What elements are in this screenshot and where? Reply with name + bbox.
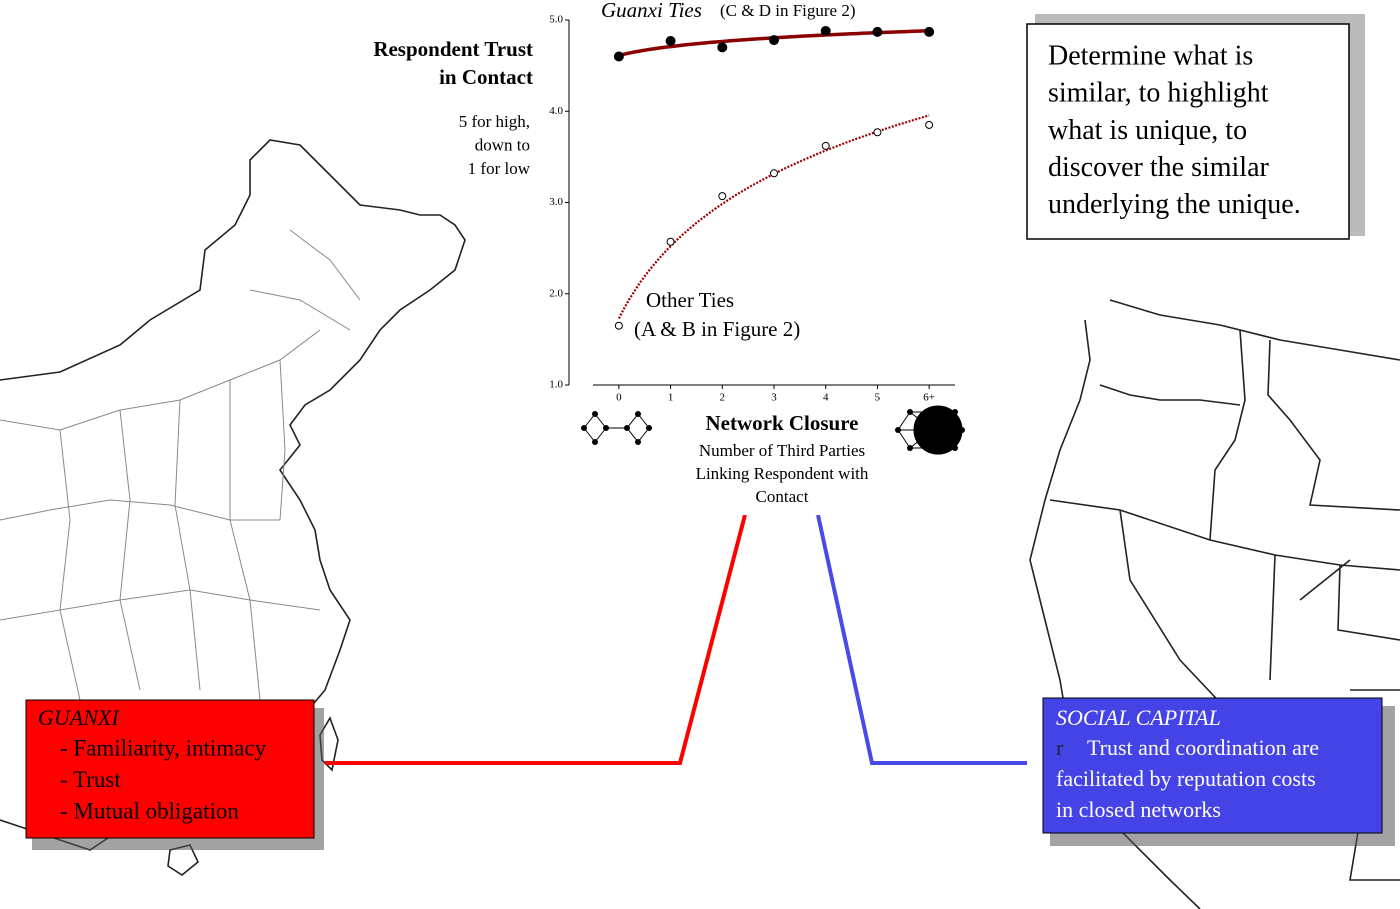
y-note: 5 for high,	[459, 112, 530, 131]
quote-line: what is unique, to	[1048, 115, 1247, 146]
network-icon-sparse	[581, 411, 652, 445]
y-tick-label: 1.0	[549, 379, 563, 391]
series-note: (C & D in Figure 2)	[720, 1, 856, 20]
guanxi-item: - Familiarity, intimacy	[60, 735, 267, 760]
trend-line	[617, 114, 930, 320]
data-point	[613, 51, 624, 62]
quote-line: discover the similar	[1048, 152, 1270, 183]
series-note: (A & B in Figure 2)	[634, 317, 800, 341]
y-tick-label: 3.0	[549, 196, 563, 208]
y-note: down to	[475, 135, 530, 154]
chart-bg	[535, 0, 975, 515]
quote-box	[1026, 23, 1350, 240]
data-point	[925, 120, 934, 129]
x-sublabel: Contact	[756, 487, 809, 506]
x-tick-label: 6+	[923, 392, 935, 404]
data-point	[820, 25, 831, 36]
y-label: in Contact	[439, 65, 533, 89]
sc-lines: Trust and coordination are facilitated by…	[1056, 735, 1319, 822]
data-point	[717, 42, 728, 53]
x-tick-label: 2	[720, 392, 726, 404]
series-label: Guanxi Ties	[601, 0, 702, 22]
sc-title: SOCIAL CAPITAL	[1056, 705, 1221, 730]
quote-text: Determine what is similar, to highlight wh…	[1048, 40, 1301, 220]
guanxi-items: - Familiarity, intimacy - Trust - Mutual o…	[60, 735, 267, 823]
data-point	[924, 26, 935, 37]
blue-connector	[816, 514, 1027, 765]
data-point	[821, 141, 830, 150]
data-point	[770, 169, 778, 178]
y-tick-label: 4.0	[549, 105, 563, 117]
guanxi-item: - Trust	[60, 767, 121, 792]
quote-line: underlying the unique.	[1048, 189, 1301, 220]
data-point	[665, 35, 676, 46]
sc-line: Trust and coordination are	[1087, 735, 1319, 760]
social-capital-box	[1042, 697, 1383, 834]
red-connector	[325, 514, 747, 765]
sc-line: facilitated by reputation costs	[1056, 766, 1316, 791]
guanxi-box	[25, 699, 315, 839]
x-tick-label: 0	[616, 392, 622, 404]
sc-marker: r	[1056, 735, 1064, 760]
y-label: Respondent Trust	[373, 37, 533, 61]
data-point	[873, 128, 882, 137]
guanxi-title: GUANXI	[38, 705, 120, 730]
data-point	[614, 321, 623, 330]
guanxi-item: - Mutual obligation	[60, 798, 239, 823]
x-tick-label: 4	[823, 392, 829, 404]
y-tick-label: 5.0	[549, 14, 563, 26]
x-sublabel: Linking Respondent with	[696, 464, 869, 483]
x-sublabel: Number of Third Parties	[699, 441, 865, 460]
x-tick-label: 5	[875, 392, 881, 404]
sc-line: in closed networks	[1056, 797, 1221, 822]
y-note: 1 for low	[468, 159, 531, 178]
data-point	[666, 237, 675, 246]
data-point	[769, 35, 779, 46]
data-point	[718, 192, 727, 201]
network-icon-dense	[895, 405, 965, 455]
y-tick-label: 2.0	[549, 287, 563, 299]
quote-line: similar, to highlight	[1048, 78, 1269, 109]
chart: 1.0 2.0 3.0 4.0 5.0 0 1 2 3 4 5 6+ Respondent Trust i…	[373, 0, 955, 506]
x-label: Network Closure	[705, 411, 858, 435]
quote-line: Determine what is	[1048, 40, 1253, 71]
data-point	[872, 26, 883, 37]
x-tick-label: 1	[668, 392, 674, 404]
x-tick-label: 3	[771, 392, 777, 404]
series-label: Other Ties	[646, 288, 734, 312]
